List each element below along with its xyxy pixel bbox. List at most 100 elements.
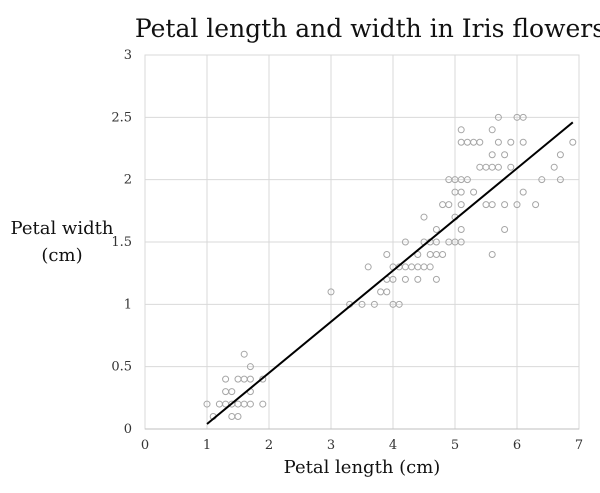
data-point xyxy=(259,375,267,383)
data-point xyxy=(240,375,248,383)
y-axis-ticks: 0 0.5 1 1.5 2 2.5 3 xyxy=(111,48,132,437)
data-point xyxy=(488,151,496,159)
data-point xyxy=(228,388,236,396)
y-axis-title-line-2: (cm) xyxy=(41,245,82,266)
data-point xyxy=(370,300,378,308)
data-point xyxy=(389,275,397,283)
data-point xyxy=(488,201,496,209)
y-tick-label: 0.5 xyxy=(111,360,132,375)
data-point xyxy=(327,288,335,296)
data-point xyxy=(377,288,385,296)
data-point xyxy=(259,400,267,408)
data-point xyxy=(432,238,440,246)
data-point xyxy=(470,188,478,196)
data-point xyxy=(519,138,527,146)
data-point xyxy=(538,176,546,184)
data-point xyxy=(240,350,248,358)
data-point xyxy=(445,201,453,209)
data-point xyxy=(364,263,372,271)
data-point xyxy=(457,188,465,196)
data-point xyxy=(476,163,484,171)
data-point xyxy=(395,300,403,308)
data-point xyxy=(556,151,564,159)
data-point xyxy=(246,375,254,383)
grid-lines xyxy=(145,55,579,429)
x-tick-label: 4 xyxy=(389,438,397,453)
y-axis-title-line-1: Petal width xyxy=(11,218,114,239)
data-point xyxy=(532,201,540,209)
data-point xyxy=(414,263,422,271)
data-point xyxy=(432,226,440,234)
data-point xyxy=(494,113,502,121)
data-point xyxy=(358,300,366,308)
data-point xyxy=(476,138,484,146)
data-point xyxy=(234,413,242,421)
data-point xyxy=(426,263,434,271)
data-point xyxy=(513,201,521,209)
data-point xyxy=(246,400,254,408)
data-point xyxy=(519,188,527,196)
data-point xyxy=(501,151,509,159)
data-point xyxy=(414,250,422,258)
data-point xyxy=(501,226,509,234)
data-point xyxy=(463,138,471,146)
data-point xyxy=(494,138,502,146)
data-point xyxy=(507,163,515,171)
data-point xyxy=(439,201,447,209)
data-point xyxy=(482,163,490,171)
data-points xyxy=(203,113,577,421)
data-point xyxy=(457,238,465,246)
x-axis-ticks: 0 1 2 3 4 5 6 7 xyxy=(141,438,583,453)
y-tick-label: 1 xyxy=(124,297,132,312)
trendline xyxy=(206,121,574,425)
data-point xyxy=(494,163,502,171)
data-point xyxy=(457,226,465,234)
data-point xyxy=(401,275,409,283)
data-point xyxy=(482,201,490,209)
data-point xyxy=(432,250,440,258)
y-tick-label: 2.5 xyxy=(111,110,132,125)
chart-title: Petal length and width in Iris flowers xyxy=(135,14,600,43)
y-tick-label: 1.5 xyxy=(111,235,132,250)
data-point xyxy=(420,213,428,221)
data-point xyxy=(222,388,230,396)
data-point xyxy=(215,400,223,408)
y-tick-label: 0 xyxy=(124,422,132,437)
x-tick-label: 5 xyxy=(451,438,459,453)
data-point xyxy=(457,138,465,146)
x-axis-title: Petal length (cm) xyxy=(284,457,441,478)
x-tick-label: 1 xyxy=(203,438,211,453)
data-point xyxy=(569,138,577,146)
data-point xyxy=(556,176,564,184)
data-point xyxy=(420,263,428,271)
data-point xyxy=(228,413,236,421)
data-point xyxy=(234,375,242,383)
data-point xyxy=(401,263,409,271)
data-point xyxy=(383,250,391,258)
data-point xyxy=(488,250,496,258)
data-point xyxy=(519,113,527,121)
data-point xyxy=(234,400,242,408)
data-point xyxy=(401,238,409,246)
data-point xyxy=(439,250,447,258)
data-point xyxy=(426,250,434,258)
data-point xyxy=(414,275,422,283)
data-point xyxy=(383,288,391,296)
y-tick-label: 2 xyxy=(124,173,132,188)
data-point xyxy=(408,263,416,271)
x-tick-label: 6 xyxy=(513,438,521,453)
data-point xyxy=(488,126,496,134)
data-point xyxy=(246,363,254,371)
data-point xyxy=(457,126,465,134)
y-tick-label: 3 xyxy=(124,48,132,63)
data-point xyxy=(432,275,440,283)
data-point xyxy=(240,400,248,408)
data-point xyxy=(470,138,478,146)
x-tick-label: 0 xyxy=(141,438,149,453)
x-tick-label: 2 xyxy=(265,438,273,453)
x-tick-label: 3 xyxy=(327,438,335,453)
data-point xyxy=(463,176,471,184)
data-point xyxy=(222,375,230,383)
data-point xyxy=(550,163,558,171)
data-point xyxy=(203,400,211,408)
